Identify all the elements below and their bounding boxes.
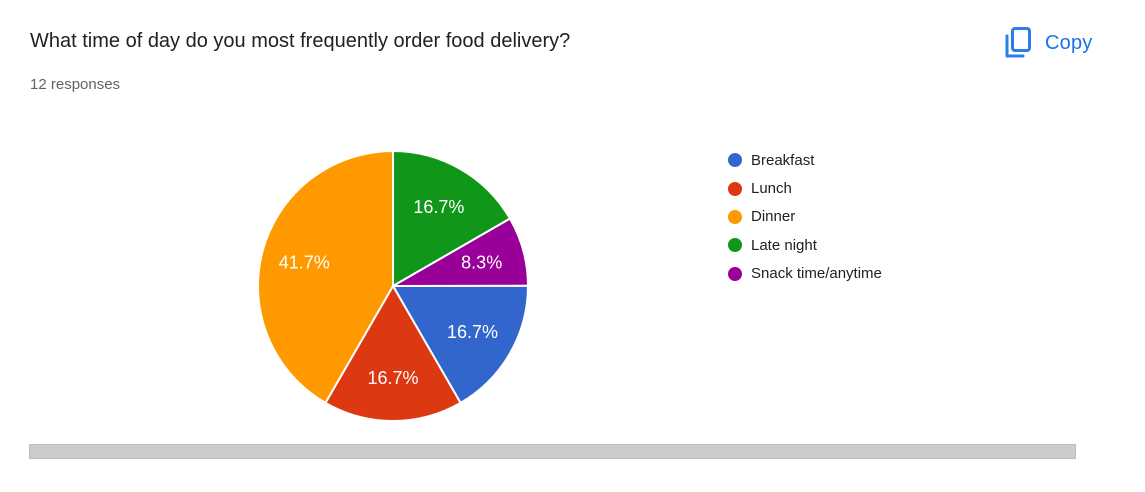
copy-icon [1002, 26, 1032, 60]
pie-slice-percent-label: 16.7% [413, 197, 464, 217]
legend-label-breakfast: Breakfast [751, 151, 815, 169]
legend-item-late-night: Late night [728, 231, 882, 259]
legend-item-lunch: Lunch [728, 174, 882, 202]
pie-slice-percent-label: 16.7% [367, 368, 418, 388]
legend-label-snack-time: Snack time/anytime [751, 265, 882, 283]
pie-slice-dinner[interactable] [257, 150, 394, 404]
legend-swatch-snack-time [728, 266, 742, 281]
horizontal-scrollbar-track[interactable] [0, 443, 1145, 460]
legend-item-dinner: Dinner [728, 203, 882, 231]
legend-item-snack-time: Snack time/anytime [728, 260, 882, 288]
pie-slice-percent-label: 8.3% [461, 253, 502, 273]
copy-button-label: Copy [1045, 31, 1093, 54]
legend-swatch-lunch [728, 181, 742, 196]
pie-slice-percent-label: 16.7% [447, 322, 498, 342]
copy-button[interactable]: Copy [1002, 24, 1093, 62]
legend-swatch-dinner [728, 209, 742, 224]
pie-chart: 16.7% 8.3% 16.7% 16.7% 41.7% [257, 150, 530, 422]
pie-slice-late-night[interactable] [392, 150, 511, 287]
response-count: 12 responses [30, 76, 121, 93]
pie-slice-lunch[interactable] [324, 285, 462, 422]
question-title: What time of day do you most frequently … [30, 30, 571, 52]
pie-slice-breakfast[interactable] [392, 284, 530, 404]
horizontal-scrollbar-thumb[interactable] [29, 444, 1076, 459]
legend-item-breakfast: Breakfast [728, 146, 882, 174]
legend-label-lunch: Lunch [751, 180, 792, 198]
legend-label-late-night: Late night [751, 236, 817, 254]
legend-swatch-late-night [728, 238, 742, 253]
pie-slice-percent-label: 41.7% [279, 253, 330, 273]
chart-legend: Breakfast Lunch Dinner Late night Snack … [728, 146, 882, 288]
legend-swatch-breakfast [728, 153, 742, 168]
legend-label-dinner: Dinner [751, 208, 796, 226]
